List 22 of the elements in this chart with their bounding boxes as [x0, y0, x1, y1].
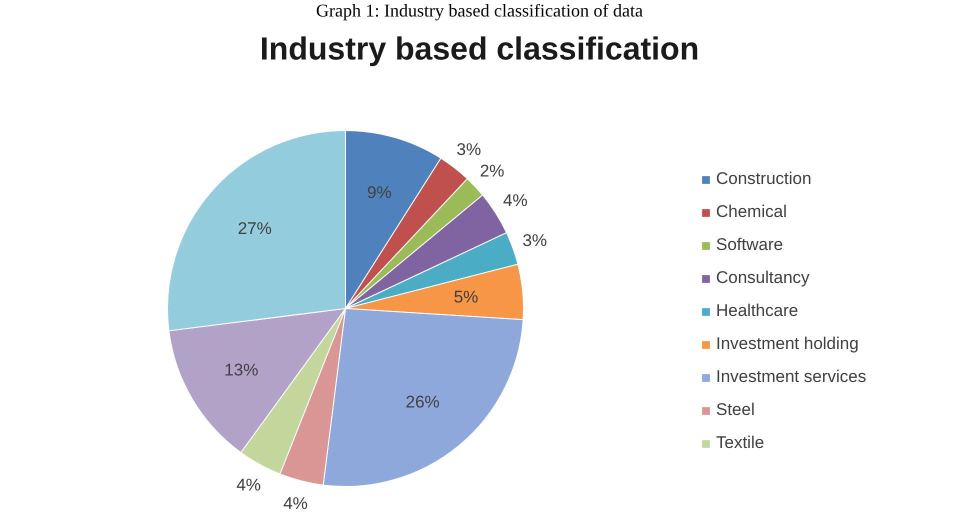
legend-label: Investment services	[716, 367, 866, 387]
chart-title: Industry based classification	[260, 30, 700, 66]
caption: Graph 1: Industry based classification of data	[316, 0, 643, 20]
data-label: 5%	[454, 288, 478, 307]
legend-label: Investment holding	[716, 334, 859, 354]
legend-label: Chemical	[716, 202, 787, 222]
data-label: 26%	[406, 392, 440, 412]
legend-label: Textile	[716, 433, 764, 453]
data-label: 2%	[480, 161, 504, 180]
data-label: 9%	[366, 182, 392, 202]
data-label: 4%	[503, 191, 528, 210]
data-label: 3%	[456, 140, 482, 160]
data-label: 27%	[238, 218, 272, 238]
legend-label: Healthcare	[716, 301, 798, 321]
legend-label: Steel	[716, 400, 755, 420]
data-label: 4%	[236, 475, 261, 494]
legend-label: Consultancy	[716, 268, 810, 288]
data-label: 4%	[283, 494, 308, 513]
legend-label: Construction	[716, 169, 812, 189]
legend-label: Software	[716, 235, 784, 255]
data-label: 13%	[224, 360, 258, 380]
data-label: 3%	[522, 230, 548, 250]
